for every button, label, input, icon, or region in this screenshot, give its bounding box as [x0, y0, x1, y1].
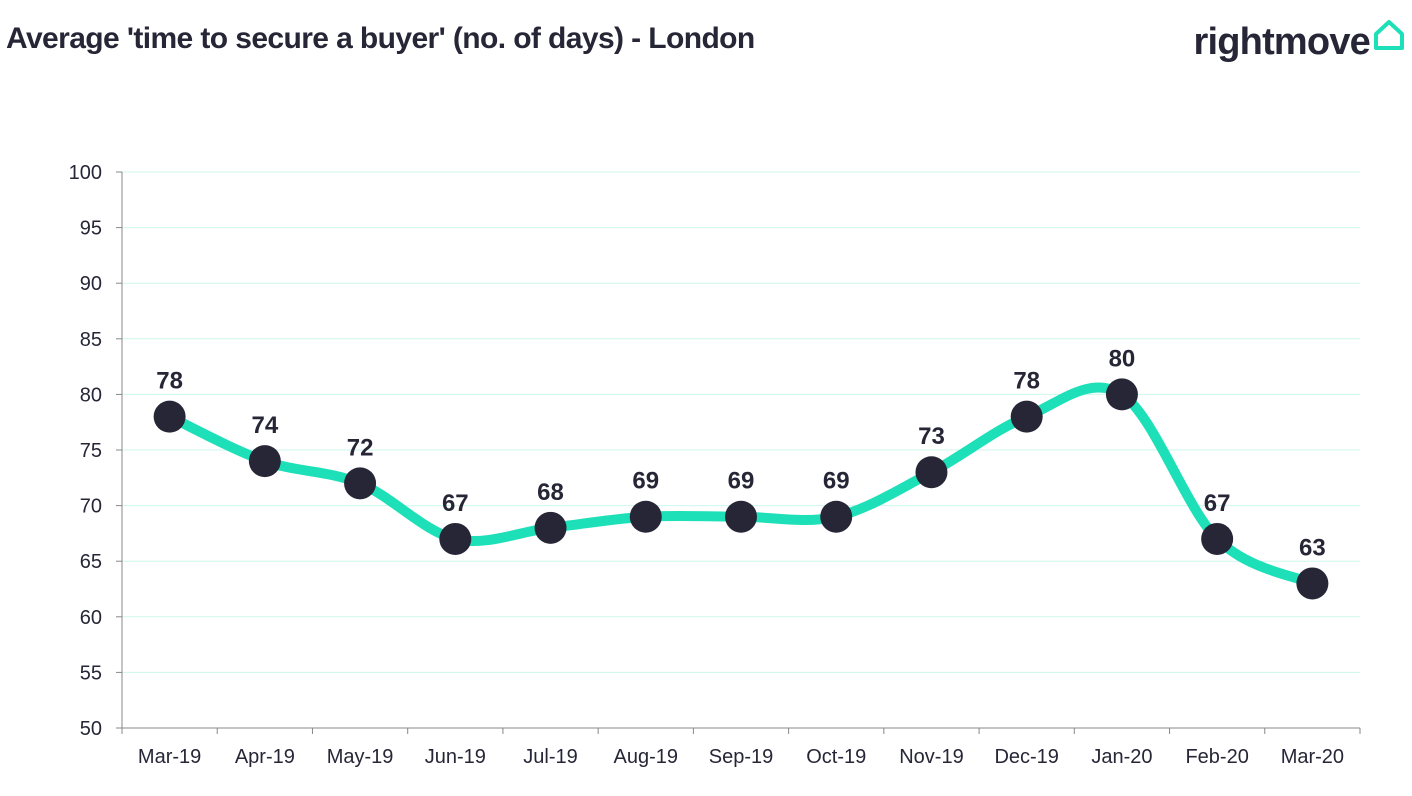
y-tick-label: 65 — [80, 551, 102, 573]
data-label: 69 — [728, 468, 755, 495]
y-tick-label: 55 — [80, 662, 102, 684]
data-point — [1201, 522, 1234, 555]
x-tick-label: Oct-19 — [806, 746, 866, 768]
data-point — [725, 500, 757, 533]
y-tick-label: 95 — [80, 218, 102, 240]
y-tick-label: 100 — [69, 162, 102, 184]
data-point — [534, 511, 567, 544]
data-point — [153, 400, 186, 433]
y-tick-label: 60 — [80, 607, 102, 629]
y-tick-label: 85 — [80, 329, 102, 351]
y-tick-label: 80 — [80, 384, 102, 406]
x-tick-label: Mar-20 — [1281, 746, 1344, 768]
x-tick-label: Sep-19 — [709, 746, 774, 768]
data-label: 67 — [1204, 490, 1231, 517]
x-tick-label: Aug-19 — [614, 746, 679, 768]
house-icon — [1374, 20, 1404, 50]
x-tick-label: May-19 — [327, 746, 394, 768]
data-label: 69 — [632, 468, 659, 495]
data-point — [1105, 378, 1138, 411]
data-point — [629, 500, 662, 533]
x-tick-label: Nov-19 — [899, 746, 963, 768]
x-tick-label: Jan-20 — [1091, 746, 1152, 768]
y-tick-label: 70 — [80, 496, 102, 518]
data-point — [439, 522, 472, 555]
data-label: 73 — [918, 423, 945, 450]
rightmove-logo: rightmove — [1194, 16, 1407, 68]
x-tick-label: Dec-19 — [994, 746, 1058, 768]
data-label: 68 — [537, 479, 564, 506]
data-label: 69 — [823, 468, 850, 495]
data-label: 63 — [1299, 534, 1326, 561]
logo-text: rightmove — [1193, 21, 1371, 63]
data-label: 80 — [1109, 345, 1136, 372]
data-point — [344, 467, 377, 500]
x-tick-label: Jun-19 — [425, 746, 486, 768]
data-point — [915, 456, 948, 489]
data-point — [248, 445, 281, 478]
x-tick-label: Feb-20 — [1185, 746, 1248, 768]
data-label: 67 — [442, 490, 469, 517]
y-tick-label: 75 — [80, 440, 102, 462]
data-label: 72 — [347, 434, 374, 461]
y-tick-label: 90 — [80, 273, 102, 295]
data-point — [820, 500, 853, 533]
y-tick-label: 50 — [80, 718, 102, 740]
x-tick-label: Apr-19 — [235, 746, 295, 768]
data-point — [1296, 567, 1329, 600]
data-label: 78 — [156, 368, 183, 395]
x-tick-label: Mar-19 — [138, 746, 201, 768]
data-label: 74 — [251, 412, 278, 439]
data-point — [1010, 400, 1043, 433]
chart-title: Average 'time to secure a buyer' (no. of… — [6, 22, 755, 55]
data-label: 78 — [1013, 368, 1040, 395]
x-tick-label: Jul-19 — [523, 746, 577, 768]
